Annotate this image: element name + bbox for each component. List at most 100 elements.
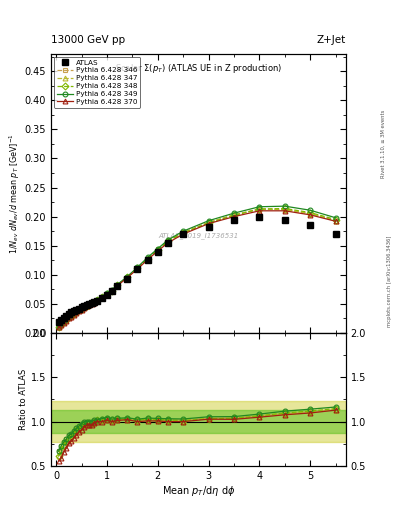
- Pythia 6.428 370: [69, 314, 74, 320]
- Pythia 6.428 349: [145, 254, 150, 261]
- Pythia 6.428 370: [105, 291, 109, 297]
- Text: Scalar $\Sigma(p_T)$ (ATLAS UE in Z production): Scalar $\Sigma(p_T)$ (ATLAS UE in Z prod…: [115, 62, 282, 75]
- Pythia 6.428 370: [181, 231, 185, 237]
- Pythia 6.428 348: [74, 309, 79, 315]
- Pythia 6.428 348: [333, 217, 338, 223]
- Pythia 6.428 349: [59, 321, 64, 327]
- Pythia 6.428 349: [56, 323, 61, 329]
- Pythia 6.428 348: [181, 230, 185, 236]
- Pythia 6.428 348: [82, 304, 86, 310]
- Text: mcplots.cern.ch [arXiv:1306.3436]: mcplots.cern.ch [arXiv:1306.3436]: [387, 236, 391, 327]
- Text: Z+Jet: Z+Jet: [317, 35, 346, 45]
- Pythia 6.428 370: [206, 221, 211, 227]
- ATLAS: [99, 295, 104, 301]
- Pythia 6.428 346: [64, 316, 69, 322]
- Pythia 6.428 349: [283, 203, 287, 209]
- Pythia 6.428 347: [79, 306, 84, 312]
- Pythia 6.428 370: [125, 274, 130, 281]
- Pythia 6.428 348: [125, 274, 130, 280]
- Pythia 6.428 346: [181, 229, 185, 236]
- Pythia 6.428 349: [89, 300, 94, 306]
- Pythia 6.428 347: [145, 255, 150, 262]
- Pythia 6.428 348: [92, 299, 97, 305]
- Pythia 6.428 348: [66, 314, 71, 321]
- Pythia 6.428 349: [82, 303, 86, 309]
- Pythia 6.428 348: [232, 212, 237, 219]
- Line: Pythia 6.428 349: Pythia 6.428 349: [56, 204, 338, 328]
- Pythia 6.428 348: [145, 255, 150, 262]
- Line: ATLAS: ATLAS: [55, 213, 339, 326]
- Pythia 6.428 349: [333, 215, 338, 221]
- Pythia 6.428 347: [232, 212, 237, 218]
- ATLAS: [110, 288, 114, 294]
- ATLAS: [61, 315, 66, 321]
- Pythia 6.428 349: [69, 312, 74, 318]
- Pythia 6.428 347: [115, 282, 119, 288]
- Pythia 6.428 370: [84, 303, 89, 309]
- Pythia 6.428 347: [74, 309, 79, 315]
- Pythia 6.428 346: [308, 210, 312, 217]
- ATLAS: [69, 309, 74, 315]
- Pythia 6.428 348: [308, 209, 312, 216]
- Pythia 6.428 348: [61, 319, 66, 325]
- Pythia 6.428 347: [92, 299, 97, 305]
- Text: Rivet 3.1.10, ≥ 3M events: Rivet 3.1.10, ≥ 3M events: [381, 109, 386, 178]
- Pythia 6.428 347: [206, 219, 211, 225]
- Pythia 6.428 348: [64, 316, 69, 323]
- Pythia 6.428 348: [105, 291, 109, 297]
- Pythia 6.428 370: [59, 323, 64, 329]
- Pythia 6.428 346: [74, 308, 79, 314]
- Pythia 6.428 370: [61, 320, 66, 326]
- Pythia 6.428 370: [87, 302, 92, 308]
- ATLAS: [135, 266, 140, 272]
- Pythia 6.428 346: [135, 265, 140, 271]
- ATLAS: [333, 231, 338, 237]
- Pythia 6.428 348: [165, 238, 170, 244]
- ATLAS: [74, 307, 79, 313]
- Y-axis label: Ratio to ATLAS: Ratio to ATLAS: [19, 369, 28, 430]
- Pythia 6.428 346: [115, 282, 119, 288]
- ATLAS: [105, 292, 109, 298]
- Pythia 6.428 348: [115, 282, 119, 288]
- Pythia 6.428 347: [64, 316, 69, 323]
- Pythia 6.428 349: [135, 264, 140, 270]
- Pythia 6.428 347: [61, 319, 66, 325]
- ATLAS: [145, 257, 150, 263]
- Pythia 6.428 346: [69, 312, 74, 318]
- Pythia 6.428 349: [257, 204, 262, 210]
- Pythia 6.428 348: [79, 306, 84, 312]
- Pythia 6.428 349: [105, 290, 109, 296]
- ATLAS: [308, 222, 312, 228]
- Pythia 6.428 346: [92, 298, 97, 305]
- Legend: ATLAS, Pythia 6.428 346, Pythia 6.428 347, Pythia 6.428 348, Pythia 6.428 349, P: ATLAS, Pythia 6.428 346, Pythia 6.428 34…: [54, 57, 140, 108]
- ATLAS: [59, 317, 64, 323]
- Pythia 6.428 348: [283, 205, 287, 211]
- Pythia 6.428 349: [84, 302, 89, 308]
- Pythia 6.428 349: [87, 301, 92, 307]
- Pythia 6.428 370: [77, 308, 81, 314]
- Pythia 6.428 346: [84, 302, 89, 308]
- Pythia 6.428 347: [72, 311, 76, 317]
- Pythia 6.428 347: [59, 321, 64, 327]
- Pythia 6.428 370: [156, 248, 160, 254]
- Line: Pythia 6.428 346: Pythia 6.428 346: [56, 207, 338, 328]
- ATLAS: [77, 306, 81, 312]
- Pythia 6.428 349: [74, 308, 79, 314]
- Pythia 6.428 348: [110, 287, 114, 293]
- ATLAS: [66, 311, 71, 317]
- Pythia 6.428 346: [283, 206, 287, 212]
- Pythia 6.428 346: [232, 212, 237, 218]
- Line: Pythia 6.428 348: Pythia 6.428 348: [56, 206, 338, 329]
- Pythia 6.428 347: [94, 297, 99, 304]
- Pythia 6.428 370: [64, 317, 69, 324]
- ATLAS: [283, 217, 287, 223]
- Pythia 6.428 346: [79, 305, 84, 311]
- Line: Pythia 6.428 370: Pythia 6.428 370: [56, 208, 338, 330]
- Pythia 6.428 347: [89, 300, 94, 306]
- Pythia 6.428 349: [232, 210, 237, 216]
- Pythia 6.428 347: [87, 302, 92, 308]
- ATLAS: [89, 300, 94, 306]
- Pythia 6.428 370: [257, 208, 262, 214]
- Pythia 6.428 370: [135, 266, 140, 272]
- Pythia 6.428 348: [257, 206, 262, 212]
